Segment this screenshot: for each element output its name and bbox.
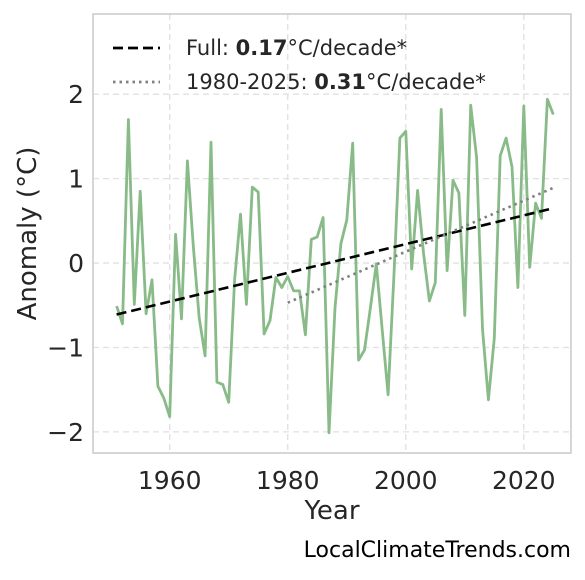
- legend-label: Full: 0.17°C/decade*: [186, 36, 407, 60]
- plot-frame: [92, 13, 572, 454]
- x-tick-label: 1980: [256, 466, 320, 495]
- legend-rate: 0.17: [236, 36, 288, 60]
- x-axis-title: Year: [303, 496, 359, 526]
- site-credit: LocalClimateTrends.com: [303, 538, 571, 563]
- legend-prefix: Full:: [186, 36, 236, 60]
- y-tick-label: 2: [68, 80, 84, 109]
- y-tick-labels: −2 −1 0 1 2: [47, 80, 84, 447]
- x-tick-label: 2020: [492, 466, 556, 495]
- x-tick-labels: 1960 1980 2000 2020: [138, 466, 556, 495]
- y-axis-title: Anomaly (°C): [13, 147, 43, 321]
- legend-suffix: °C/decade*: [366, 70, 486, 94]
- y-tick-label: 1: [68, 165, 84, 194]
- legend-prefix: 1980-2025:: [186, 70, 314, 94]
- legend: Full: 0.17°C/decade*1980-2025: 0.31°C/de…: [113, 36, 486, 94]
- legend-label: 1980-2025: 0.31°C/decade*: [186, 70, 486, 94]
- series-layer: [115, 97, 555, 435]
- y-tick-label: 0: [68, 249, 84, 278]
- legend-suffix: °C/decade*: [288, 36, 408, 60]
- y-tick-label: −2: [47, 418, 84, 447]
- x-tick-label: 1960: [138, 466, 202, 495]
- recent-trend-line: [287, 186, 554, 304]
- anomaly-series-line: [115, 97, 555, 435]
- x-tick-label: 2000: [374, 466, 438, 495]
- legend-rate: 0.31: [314, 70, 366, 94]
- y-tick-label: −1: [47, 333, 84, 362]
